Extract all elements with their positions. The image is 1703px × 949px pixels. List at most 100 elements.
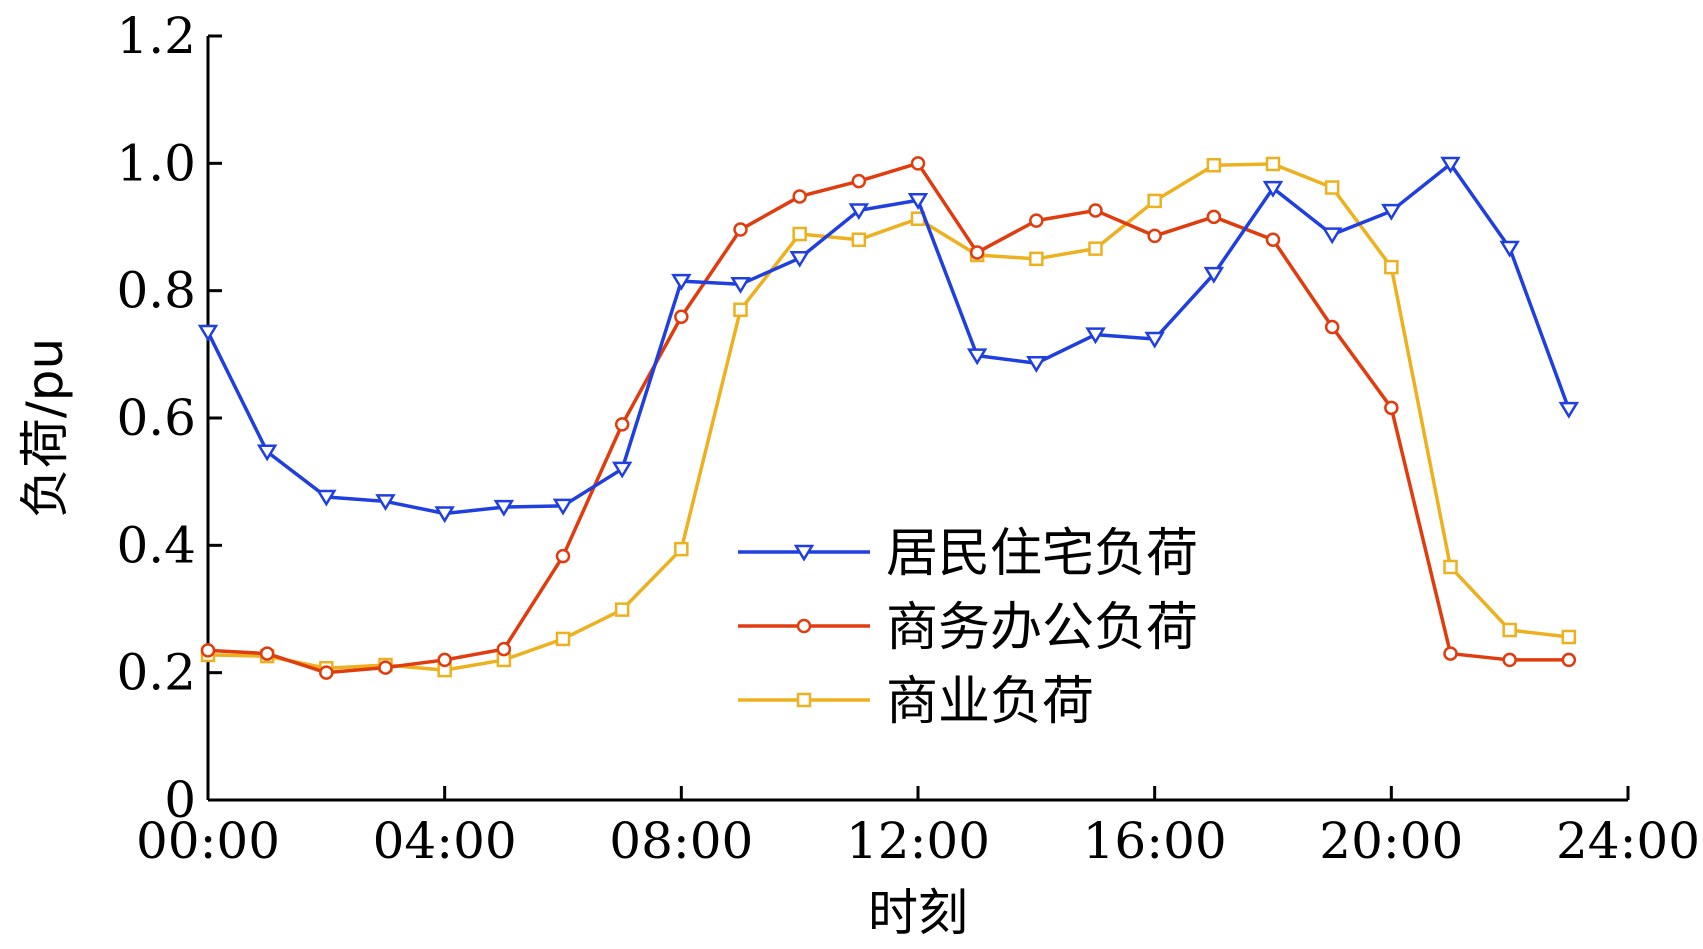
data-point	[375, 494, 396, 512]
series-line	[207, 161, 1569, 675]
y-tick-label: 0.4	[116, 516, 196, 574]
data-point	[1029, 251, 1044, 267]
y-tick-label: 0	[164, 771, 196, 829]
data-point	[1440, 156, 1461, 174]
legend-label: 商业负荷	[886, 672, 1094, 732]
data-point	[792, 226, 807, 242]
data-point	[792, 189, 807, 204]
data-point	[555, 631, 571, 647]
data-point	[1324, 319, 1340, 335]
data-point	[1443, 559, 1458, 575]
data-point	[614, 417, 630, 432]
x-axis-title: 时刻	[868, 884, 968, 942]
data-point	[1088, 241, 1103, 256]
data-point	[434, 506, 455, 524]
series-1	[200, 156, 1577, 680]
data-point	[1558, 401, 1580, 419]
legend-label: 商务办公负荷	[886, 598, 1198, 658]
data-point	[1561, 652, 1577, 668]
legend-marker	[796, 618, 812, 634]
data-point	[1502, 622, 1517, 638]
data-point	[910, 156, 926, 171]
data-point	[1026, 355, 1047, 373]
data-point	[555, 548, 571, 564]
data-point	[496, 641, 512, 657]
data-point	[730, 277, 751, 294]
legend-item: 商业负荷	[738, 672, 1094, 732]
data-point	[316, 489, 337, 507]
y-axis-title: 负荷/pu	[16, 338, 74, 518]
x-tick-label: 12:00	[846, 812, 990, 870]
data-point	[1203, 266, 1225, 284]
data-point	[256, 444, 278, 462]
data-point	[1381, 203, 1402, 221]
data-point	[674, 309, 689, 325]
data-point	[848, 203, 870, 221]
data-point	[1384, 259, 1399, 275]
data-point	[1324, 180, 1340, 195]
x-tick-label: 08:00	[609, 812, 753, 870]
y-tick-label: 0.2	[116, 644, 196, 702]
data-point	[200, 643, 216, 658]
data-point	[493, 499, 515, 517]
data-point	[614, 602, 630, 617]
y-ticks: 0 0.2 0.4 0.6 0.8 1.0 1.2	[116, 7, 222, 829]
data-point	[1499, 240, 1520, 258]
data-point	[969, 245, 985, 260]
data-point	[1443, 646, 1458, 661]
y-tick-label: 0.8	[116, 262, 196, 320]
data-point	[197, 324, 219, 342]
data-point	[259, 646, 275, 661]
data-point	[1384, 400, 1399, 416]
x-tick-label: 04:00	[373, 812, 517, 870]
series-0	[197, 156, 1580, 524]
series-layer	[197, 156, 1580, 680]
x-tick-label: 00:00	[136, 812, 280, 870]
data-point	[1206, 209, 1222, 225]
data-point	[1262, 180, 1284, 198]
legend-marker	[793, 544, 815, 562]
series-line	[206, 162, 1571, 516]
data-point	[1029, 213, 1044, 228]
series-line	[207, 162, 1570, 672]
data-point	[1265, 156, 1281, 172]
data-point	[671, 273, 692, 291]
data-point	[378, 660, 393, 675]
data-point	[1088, 203, 1103, 218]
y-tick-label: 1.0	[116, 134, 196, 192]
legend-marker	[796, 692, 812, 708]
data-point	[437, 652, 452, 668]
data-point	[1321, 227, 1343, 245]
data-point	[611, 461, 633, 479]
data-point	[552, 498, 574, 516]
x-tick-label: 16:00	[1083, 812, 1227, 870]
data-point	[1561, 629, 1577, 645]
data-point	[789, 250, 810, 268]
y-tick-label: 1.2	[116, 7, 196, 65]
data-point	[966, 348, 988, 366]
data-point	[1085, 327, 1106, 345]
data-point	[1147, 228, 1162, 244]
axes: 00:00 04:00 08:00 12:00 16:00 20:00 24:00 0 0.2…	[116, 7, 1700, 870]
data-point	[907, 193, 929, 210]
data-point	[851, 232, 867, 247]
data-point	[1206, 157, 1222, 173]
x-ticks: 00:00 04:00 08:00 12:00 16:00 20:00 24:00	[136, 786, 1700, 870]
legend-item: 居民住宅负荷	[738, 524, 1198, 584]
x-tick-label: 20:00	[1319, 812, 1463, 870]
data-point	[851, 173, 867, 189]
data-point	[1265, 232, 1281, 247]
data-point	[674, 541, 689, 557]
legend-item: 商务办公负荷	[738, 598, 1198, 658]
data-point	[1147, 193, 1162, 209]
y-tick-label: 0.6	[116, 389, 196, 447]
data-point	[733, 222, 748, 237]
data-point	[319, 665, 334, 680]
x-tick-label: 24:00	[1556, 812, 1700, 870]
data-point	[733, 302, 748, 318]
data-point	[1502, 652, 1517, 668]
legend-label: 居民住宅负荷	[886, 524, 1198, 584]
data-point	[1144, 331, 1165, 349]
